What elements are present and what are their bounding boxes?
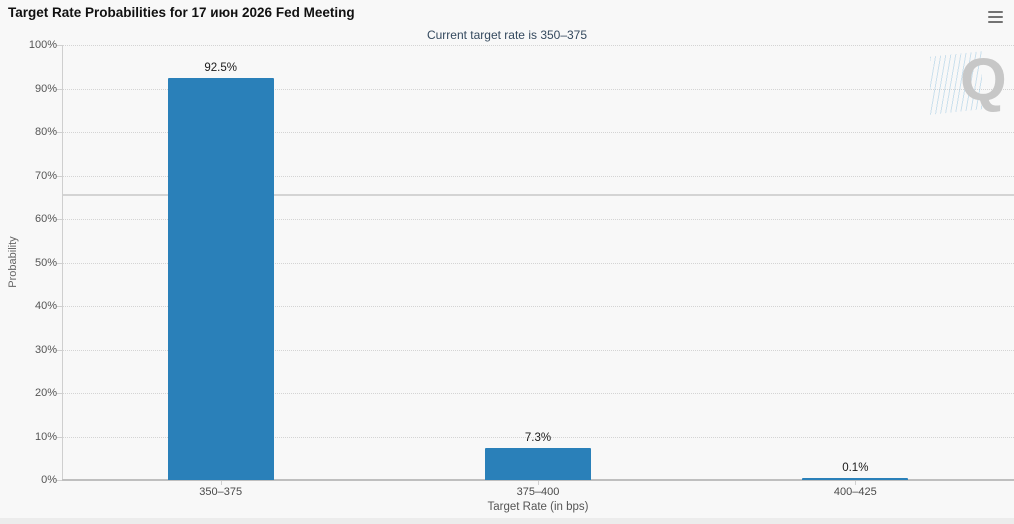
- gridline-50: [62, 262, 1014, 264]
- gridline-10: [62, 436, 1014, 438]
- y-tick-70: [56, 175, 62, 177]
- chart-subtitle: Current target rate is 350–375: [426, 28, 588, 42]
- y-axis-line: [62, 45, 63, 480]
- gridline-20: [62, 393, 1014, 394]
- bar-400–425[interactable]: [802, 477, 909, 480]
- y-axis-label-80: 80%: [34, 126, 57, 138]
- x-tick-400–425: [855, 481, 857, 485]
- bar-value-label-375–400: 7.3%: [524, 432, 552, 445]
- y-tick-100: [56, 45, 62, 46]
- watermark-hatch-lines: [930, 51, 982, 115]
- y-tick-80: [56, 132, 62, 133]
- y-axis-label-60: 60%: [34, 213, 57, 225]
- y-axis-label-20: 20%: [34, 387, 57, 399]
- page-bottom-edge: [0, 518, 1014, 524]
- x-axis-label-400–425: 400–425: [833, 486, 877, 498]
- y-axis-label-0: 0%: [41, 474, 57, 486]
- y-axis-title: Probability: [7, 236, 19, 288]
- y-tick-40: [56, 306, 62, 307]
- gridline-40: [62, 306, 1014, 307]
- y-axis-label-10: 10%: [34, 430, 57, 443]
- current-rate-plot-line: [62, 194, 1014, 197]
- bar-350–375[interactable]: [167, 77, 274, 480]
- gridline-70: [62, 175, 1014, 177]
- y-axis-label-100: 100%: [28, 39, 57, 51]
- gridline-60: [62, 219, 1014, 220]
- y-tick-30: [56, 349, 62, 351]
- y-tick-90: [56, 88, 62, 90]
- y-tick-0: [56, 480, 62, 481]
- gridline-80: [62, 132, 1014, 133]
- y-axis-label-40: 40%: [34, 300, 57, 312]
- y-axis-label-90: 90%: [34, 82, 57, 95]
- x-axis-line: [62, 479, 1014, 481]
- chart-title: Target Rate Probabilities for 17 июн 202…: [8, 5, 355, 20]
- hamburger-menu-icon[interactable]: [985, 8, 1005, 26]
- x-axis-title: Target Rate (in bps): [487, 501, 589, 513]
- y-tick-20: [56, 393, 62, 394]
- x-axis-label-375–400: 375–400: [516, 486, 560, 498]
- y-tick-60: [56, 219, 62, 220]
- watermark-logo: Q: [930, 48, 1014, 123]
- bar-value-label-400–425: 0.1%: [842, 461, 869, 474]
- y-axis-label-30: 30%: [34, 343, 57, 356]
- watermark-q-letter: Q: [960, 46, 1007, 113]
- x-tick-375–400: [538, 481, 539, 485]
- x-tick-350–375: [220, 481, 222, 485]
- gridline-90: [62, 88, 1014, 90]
- x-axis-label-350–375: 350–375: [199, 486, 243, 498]
- bar-375–400[interactable]: [485, 448, 591, 480]
- gridline-30: [62, 349, 1014, 351]
- gridline-100: [62, 45, 1014, 46]
- y-tick-50: [56, 262, 62, 264]
- bar-value-label-350–375: 92.5%: [204, 61, 237, 74]
- y-tick-10: [56, 436, 62, 438]
- y-axis-label-70: 70%: [34, 169, 57, 182]
- y-axis-label-50: 50%: [34, 256, 57, 269]
